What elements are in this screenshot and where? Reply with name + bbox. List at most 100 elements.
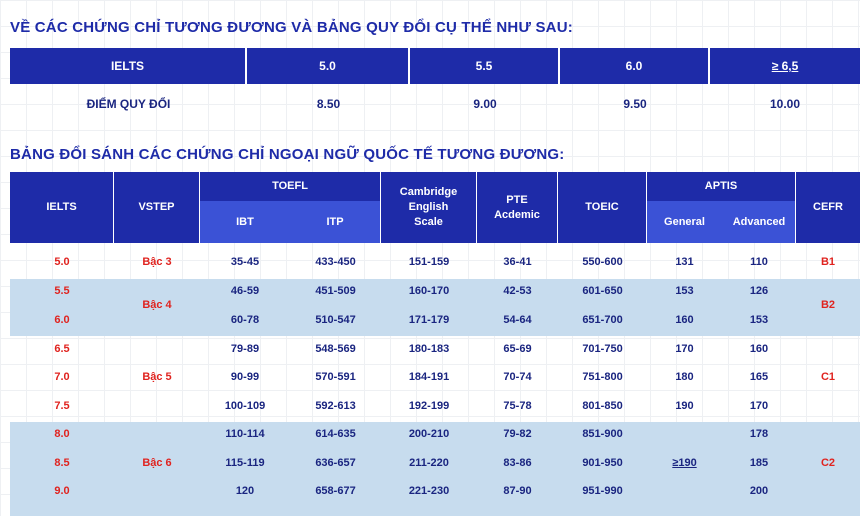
header-score-5-5: 5.5 [410, 48, 560, 84]
ielts-cell: 5.0 [54, 256, 70, 268]
converted-score-cell: 9.50 [623, 97, 647, 111]
conversion-table-header: IELTS 5.0 5.5 6.0 ≥ 6,5 [10, 48, 860, 84]
header-advanced: Advanced [732, 216, 786, 228]
pte-cell: 79-82 [503, 428, 532, 440]
advanced-cell: 178 [749, 428, 769, 440]
header-toeic: TOEIC [558, 172, 647, 243]
ielts-cell: 5.5 [54, 285, 70, 297]
ibt-cell: 79-89 [230, 343, 260, 355]
band-bac-6 [10, 422, 860, 516]
ibt-cell: 60-78 [230, 314, 260, 326]
cambridge-cell: 221-230 [408, 485, 450, 497]
cefr-level-cell: C2 [820, 457, 836, 469]
ielts-cell: 7.5 [54, 400, 70, 412]
cefr-level-cell: C1 [820, 371, 836, 383]
ielts-cell: 9.0 [54, 485, 70, 497]
cambridge-cell: 151-159 [408, 256, 450, 268]
header-cefr: CEFR [796, 172, 860, 243]
aptis-general-merged-cell: ≥190 [672, 457, 697, 469]
general-cell: 190 [675, 400, 694, 412]
vstep-level-cell: Bậc 6 [142, 457, 172, 469]
cambridge-cell: 184-191 [408, 371, 450, 383]
header-pte: PTE Acdemic [477, 172, 558, 243]
advanced-cell: 126 [749, 285, 769, 297]
aptis-subheader [647, 201, 796, 243]
ibt-cell: 35-45 [230, 256, 260, 268]
converted-score-cell: 10.00 [769, 97, 801, 111]
toeic-cell: 901-950 [582, 457, 623, 469]
header-score-5-0: 5.0 [247, 48, 410, 84]
advanced-cell: 185 [749, 457, 769, 469]
toeic-cell: 701-750 [582, 343, 623, 355]
toefl-subheader [200, 201, 381, 243]
toeic-cell: 550-600 [582, 256, 623, 268]
pte-cell: 54-64 [503, 314, 532, 326]
ibt-cell: 110-114 [225, 428, 265, 440]
header-toefl: TOEFL [200, 172, 381, 201]
general-cell [647, 481, 722, 501]
comparison-table-header: IELTS VSTEP TOEFL IBT ITP Cambridge Engl… [10, 172, 860, 243]
pte-cell: 75-78 [503, 400, 532, 412]
ielts-cell: 6.0 [54, 314, 70, 326]
toeic-cell: 951-990 [582, 485, 623, 497]
general-cell: 153 [675, 285, 694, 297]
itp-cell: 570-591 [315, 371, 356, 383]
ielts-cell: 8.0 [54, 428, 70, 440]
vstep-level-cell: Bậc 5 [142, 371, 172, 383]
general-cell: 180 [675, 371, 694, 383]
section-title-comparison: BẢNG ĐỔI SÁNH CÁC CHỨNG CHỈ NGOẠI NGỮ QU… [10, 146, 565, 163]
cambridge-cell: 160-170 [408, 285, 450, 297]
header-cambridge: Cambridge English Scale [381, 172, 477, 243]
advanced-cell: 153 [749, 314, 769, 326]
header-score-6-5-plus: ≥ 6,5 [771, 59, 799, 73]
ielts-cell: 7.0 [54, 371, 70, 383]
ibt-cell: 90-99 [230, 371, 260, 383]
cambridge-cell: 211-220 [409, 457, 449, 469]
vstep-level-cell: Bậc 3 [142, 256, 172, 268]
itp-cell: 433-450 [315, 256, 356, 268]
advanced-cell: 165 [749, 371, 769, 383]
ielts-cell: 6.5 [54, 343, 70, 355]
conversion-table-row: ĐIỂM QUY ĐỔI 8.50 9.00 9.50 10.00 [10, 84, 860, 124]
pte-cell: 36-41 [503, 256, 532, 268]
cambridge-cell: 192-199 [408, 400, 450, 412]
vstep-level-cell: Bậc 4 [142, 299, 172, 311]
header-general: General [664, 216, 705, 228]
general-cell [647, 424, 722, 444]
header-itp: ITP [326, 216, 344, 228]
toeic-cell: 751-800 [582, 371, 623, 383]
toeic-cell: 601-650 [582, 285, 623, 297]
cefr-level-cell: B2 [820, 299, 836, 311]
ibt-cell: 115-119 [225, 457, 265, 469]
advanced-cell: 200 [749, 485, 769, 497]
advanced-cell: 160 [749, 343, 769, 355]
header-ielts: IELTS [10, 48, 247, 84]
itp-cell: 548-569 [315, 343, 356, 355]
advanced-cell: 110 [750, 256, 768, 268]
band-bac-4 [10, 279, 860, 336]
advanced-cell: 170 [749, 400, 769, 412]
general-cell: 131 [675, 256, 694, 268]
header-aptis: APTIS [647, 172, 796, 201]
header-score-6-0: 6.0 [560, 48, 710, 84]
cefr-level-cell: B1 [820, 256, 836, 268]
general-cell: 170 [675, 343, 694, 355]
pte-cell: 42-53 [503, 285, 532, 297]
ielts-cell: 8.5 [54, 457, 70, 469]
cambridge-cell: 180-183 [408, 343, 450, 355]
itp-cell: 614-635 [315, 428, 356, 440]
itp-cell: 451-509 [315, 285, 356, 297]
toeic-cell: 651-700 [582, 314, 623, 326]
pte-cell: 87-90 [503, 485, 532, 497]
itp-cell: 636-657 [315, 457, 356, 469]
ibt-cell: 120 [235, 485, 255, 497]
row-label-converted-score: ĐIỂM QUY ĐỔI [86, 97, 171, 111]
pte-cell: 83-86 [503, 457, 532, 469]
section-title-equivalents: VỀ CÁC CHỨNG CHỈ TƯƠNG ĐƯƠNG VÀ BẢNG QUY… [10, 19, 573, 36]
converted-score-cell: 8.50 [316, 97, 341, 111]
pte-cell: 65-69 [503, 343, 532, 355]
general-cell: 160 [675, 314, 694, 326]
itp-cell: 658-677 [315, 485, 356, 497]
toeic-cell: 851-900 [582, 428, 623, 440]
comparison-table-body: 5.0 35-45 433-450 151-159 36-41 550-600 131 110… [10, 243, 860, 516]
